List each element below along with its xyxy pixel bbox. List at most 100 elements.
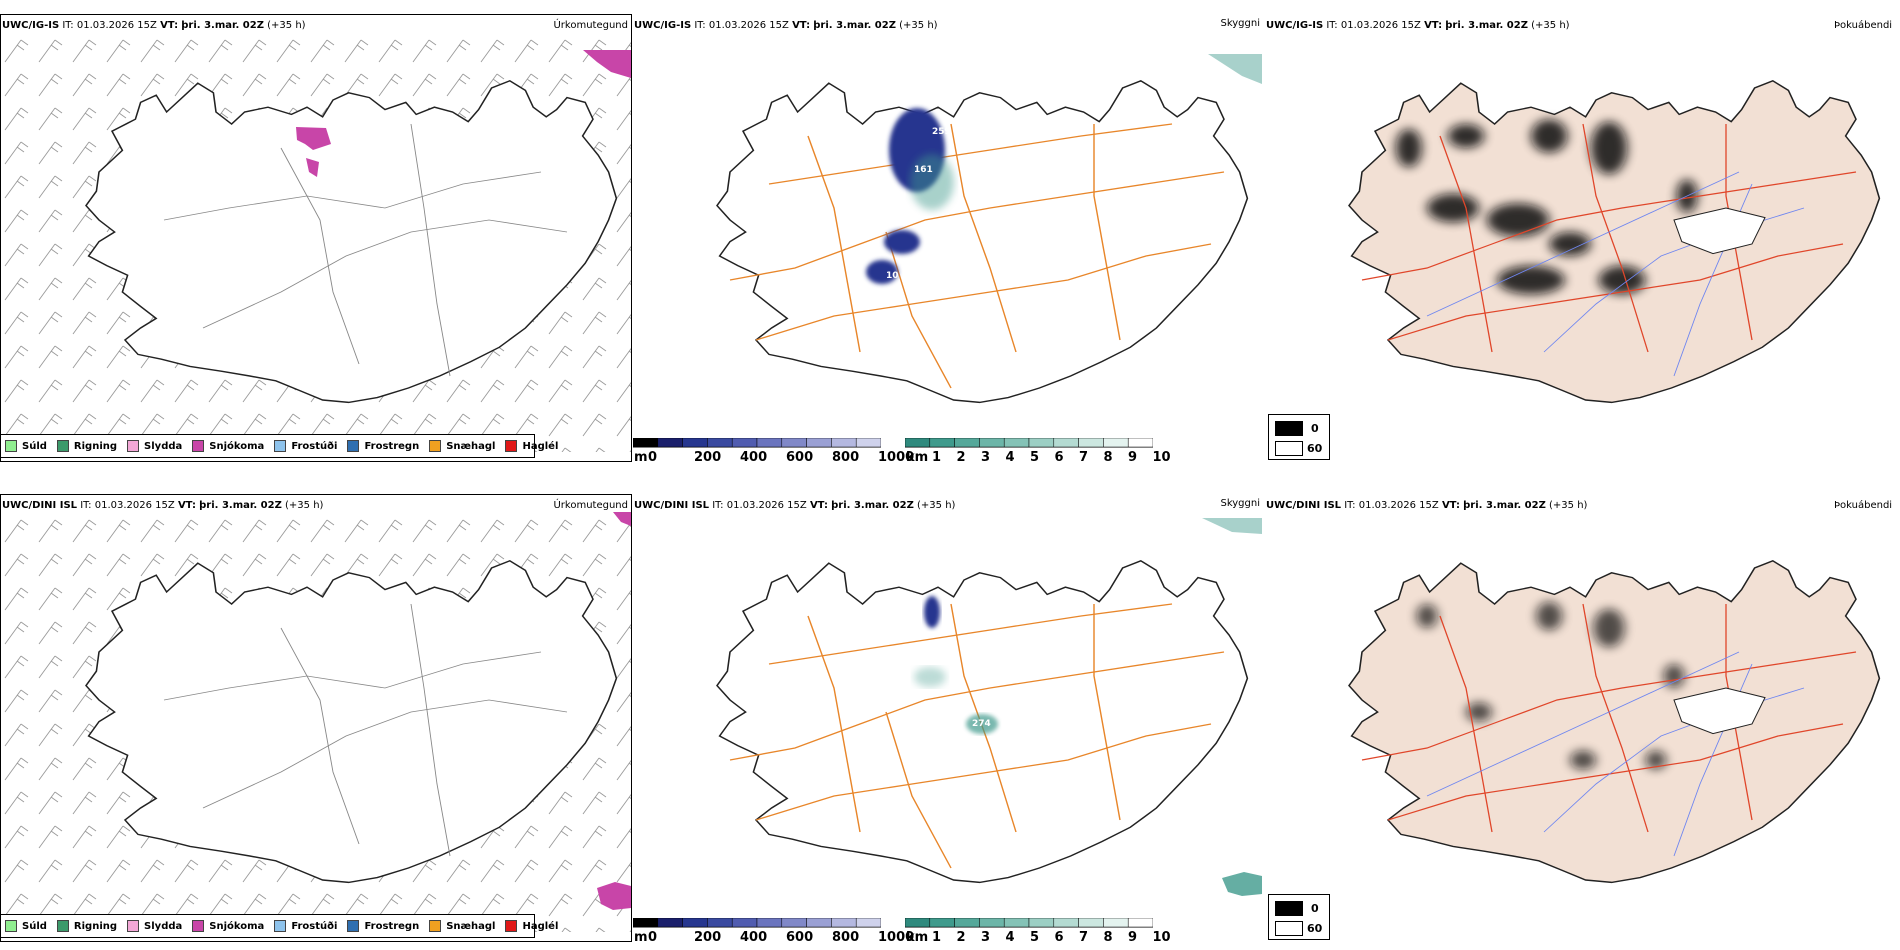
legend-swatch	[5, 440, 17, 452]
legend-label: Haglél	[522, 920, 559, 932]
legend-label: Rigning	[73, 920, 118, 932]
panel-precip-type-dini: UWC/DINI ISL IT: 01.03.2026 15Z VT: þri.…	[0, 494, 632, 942]
legend-item: Haglél	[505, 920, 558, 932]
colorbar-swatch	[756, 918, 783, 928]
legend-label: Slydda	[144, 440, 183, 452]
legend-item: Slydda	[127, 440, 182, 452]
ceiling-unit: m	[634, 930, 648, 945]
colorbar-tick-label: 1000	[878, 930, 915, 945]
colorbar-tick-label: 0	[648, 450, 658, 465]
colorbar-tick-label: 6	[1054, 450, 1064, 465]
colorbar-tick-label: 10	[1152, 930, 1171, 945]
colorbar-swatch	[1028, 438, 1055, 448]
colorbar-swatch	[979, 918, 1005, 928]
colorbar-swatch	[831, 438, 857, 448]
colorbar-tick-label: 1000	[878, 450, 915, 465]
parameter-name: Þokuábendi	[1834, 500, 1893, 511]
it-value: 01.03.2026 15Z	[94, 500, 175, 511]
fog-legend-label-high: 0	[1311, 422, 1319, 435]
legend-swatch	[274, 440, 287, 452]
legend-swatch	[5, 920, 17, 932]
snow-area-corner	[613, 512, 631, 526]
colorbar-swatch	[979, 438, 1005, 448]
fog-legend-swatch-high	[1275, 901, 1303, 916]
colorbar-tick-label: 5	[1030, 930, 1040, 945]
legend-label: Frostregn	[364, 440, 420, 452]
colorbar-tick-label: 2	[956, 450, 966, 465]
parameter-name: Úrkomutegund	[553, 20, 628, 31]
colorbar-swatch	[1127, 918, 1153, 928]
map-precip-type	[1, 512, 631, 932]
colorbar-swatch	[633, 438, 659, 448]
colorbar-swatch	[855, 438, 881, 448]
fog-legend-label-low: 60	[1307, 922, 1323, 935]
ceiling-unit: m	[634, 450, 648, 465]
map-value-label: 161	[914, 165, 933, 175]
vt-label: VT:	[792, 20, 811, 31]
colorbar-swatch	[707, 438, 733, 448]
colorbar-tick-label: 200	[694, 450, 722, 465]
map-visibility: 259 161 134 10	[716, 54, 1262, 404]
legend-item: Frostregn	[347, 920, 419, 932]
colorbar-tick-label: 400	[740, 930, 768, 945]
colorbar-tick-label: 7	[1079, 930, 1089, 945]
colorbar-tick-label: 200	[694, 930, 722, 945]
legend-swatch	[192, 440, 205, 452]
visibility-colorbar-swatches	[905, 438, 1153, 448]
vt-value: þri. 3.mar. 02Z	[831, 500, 914, 511]
panel-visibility-dini: UWC/DINI ISL IT: 01.03.2026 15Z VT: þri.…	[632, 494, 1264, 945]
vt-label: VT:	[177, 500, 196, 511]
snow-area-corner	[597, 882, 631, 910]
colorbar-swatch	[806, 918, 832, 928]
colorbar-swatch	[1078, 918, 1104, 928]
model-name: UWC/DINI ISL	[2, 500, 78, 511]
panel-precip-type-ig: UWC/IG-IS IT: 01.03.2026 15Z VT: þri. 3.…	[0, 14, 632, 462]
map-value-label: 274	[972, 719, 991, 729]
colorbar-tick-label: 1	[932, 930, 942, 945]
legend-item: Frostúði	[274, 920, 337, 932]
visibility-unit: km	[906, 930, 929, 945]
visibility-colorbar	[905, 918, 1153, 942]
panel-header: UWC/DINI ISL IT: 01.03.2026 15Z VT: þri.…	[1266, 500, 1587, 511]
fog-legend-swatch-high	[1275, 421, 1303, 436]
it-label: IT:	[62, 20, 74, 31]
colorbar-swatch	[731, 918, 758, 928]
legend-swatch	[347, 440, 360, 452]
colorbar-swatch	[682, 438, 708, 448]
ceiling-colorbar-swatches	[633, 438, 881, 448]
vt-value: þri. 3.mar. 02Z	[813, 20, 896, 31]
legend-swatch	[56, 440, 69, 452]
colorbar-tick-label: 8	[1103, 930, 1113, 945]
map-value-label: 10	[886, 271, 899, 281]
legend-label: Snjókoma	[209, 440, 265, 452]
colorbar-swatch	[756, 438, 783, 448]
legend-label: Frostúði	[291, 440, 338, 452]
colorbar-tick-label: 800	[832, 450, 860, 465]
colorbar-swatch	[905, 918, 931, 928]
legend-label: Rigning	[73, 440, 118, 452]
legend-label: Slydda	[144, 920, 183, 932]
legend-item: Snæhagl	[429, 920, 495, 932]
colorbar-swatch	[1003, 918, 1030, 928]
colorbar-tick-label: 8	[1103, 450, 1113, 465]
legend-label: Frostúði	[291, 920, 338, 932]
colorbar-tick-label: 10	[1152, 450, 1171, 465]
colorbar-tick-label: 5	[1030, 450, 1040, 465]
panel-header: UWC/IG-IS IT: 01.03.2026 15Z VT: þri. 3.…	[634, 20, 938, 31]
precip-type-legend: Súld Rigning Slydda Snjókoma Frostúði Fr…	[0, 434, 558, 458]
fog-legend-label-high: 0	[1311, 902, 1319, 915]
it-label: IT:	[712, 500, 724, 511]
legend-swatch	[192, 920, 205, 932]
colorbar-tick-label: 9	[1128, 930, 1138, 945]
legend-label: Snæhagl	[446, 440, 496, 452]
ceiling-colorbar-swatches	[633, 918, 881, 928]
colorbar-swatch	[831, 918, 857, 928]
legend-swatch	[429, 920, 442, 932]
panel-header: UWC/IG-IS IT: 01.03.2026 15Z VT: þri. 3.…	[1266, 20, 1570, 31]
colorbar-swatch	[1078, 438, 1104, 448]
colorbar-swatch	[633, 918, 659, 928]
map-fog-index	[1348, 560, 1881, 884]
lead-time: (+35 h)	[285, 500, 324, 511]
vt-label: VT:	[1441, 500, 1460, 511]
legend-item: Snæhagl	[429, 440, 495, 452]
